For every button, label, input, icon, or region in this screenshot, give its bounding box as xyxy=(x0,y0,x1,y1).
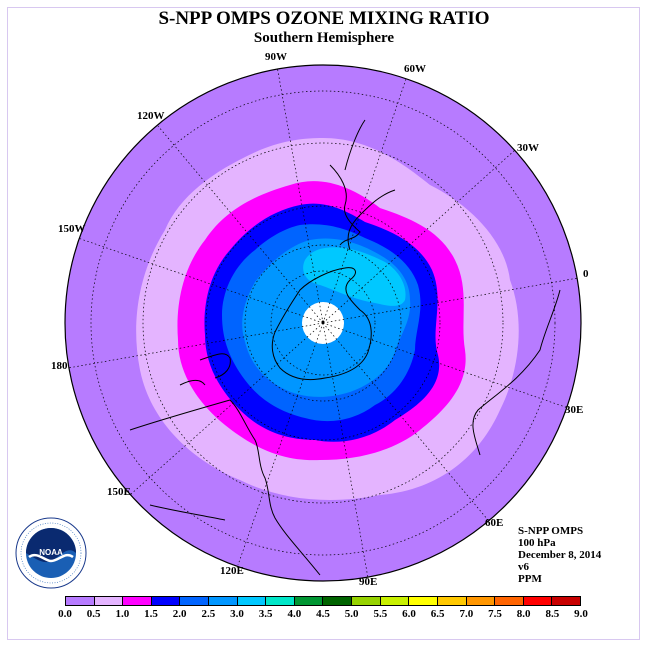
colorbar-segment-0 xyxy=(66,597,95,605)
colorbar-label-16: 8.0 xyxy=(516,608,531,620)
lon-label-90e: 90E xyxy=(359,576,378,588)
colorbar-segment-15 xyxy=(495,597,524,605)
colorbar-label-11: 5.5 xyxy=(373,608,388,620)
colorbar-label-18: 9.0 xyxy=(574,608,588,620)
colorbar-segment-3 xyxy=(151,597,181,605)
info-level: 100 hPa xyxy=(518,537,556,549)
info-instrument: S-NPP OMPS xyxy=(518,525,584,537)
colorbar-label-12: 6.0 xyxy=(402,608,416,620)
map-subtitle: Southern Hemisphere xyxy=(253,30,395,46)
map-info: S-NPP OMPS 100 hPa December 8, 2014 v6 P… xyxy=(518,525,601,585)
colorbar-label-17: 8.5 xyxy=(545,608,560,620)
colorbar-label-5: 2.5 xyxy=(201,608,216,620)
south-america-coast xyxy=(329,119,396,251)
colorbar-segment-9 xyxy=(323,597,353,605)
colorbar-segment-5 xyxy=(209,597,238,605)
coastlines xyxy=(129,119,561,576)
colorbar-label-9: 4.5 xyxy=(316,608,330,620)
colorbar-segment-10 xyxy=(352,597,381,605)
lon-label-30w: 30W xyxy=(517,142,539,154)
info-units: PPM xyxy=(518,573,542,585)
colorbar-label-8: 4.0 xyxy=(287,608,302,620)
info-version: v6 xyxy=(518,561,529,573)
map-title: S-NPP OMPS OZONE MIXING RATIO xyxy=(158,8,490,29)
lon-label-60w: 60W xyxy=(404,63,426,75)
colorbar-segment-8 xyxy=(294,597,324,605)
colorbar-segment-14 xyxy=(466,597,496,605)
lon-label-0: 0 xyxy=(583,268,589,280)
lon-label-120e: 120E xyxy=(220,565,244,577)
colorbar-label-2: 1.0 xyxy=(115,608,130,620)
colorbar-label-7: 3.5 xyxy=(258,608,273,620)
colorbar-label-1: 0.5 xyxy=(86,608,101,620)
colorbar-segment-12 xyxy=(409,597,438,605)
graticule xyxy=(67,65,579,579)
ozone-band-3.0-3.5 xyxy=(303,247,406,306)
pole-marker xyxy=(321,320,325,324)
figure-frame xyxy=(7,7,640,640)
colorbar-label-4: 2.0 xyxy=(172,608,187,620)
colorbar-label-0: 0.0 xyxy=(58,608,72,620)
new-zealand-coast xyxy=(179,353,231,386)
antarctica-coast xyxy=(271,267,372,381)
colorbar-segment-17 xyxy=(552,597,580,605)
lon-label-150e: 150E xyxy=(107,486,131,498)
colorbar-segment-6 xyxy=(237,597,267,605)
noaa-logo: NOAA xyxy=(15,517,87,589)
colorbar-label-3: 1.5 xyxy=(144,608,158,620)
lon-label-120w: 120W xyxy=(137,110,165,122)
colorbar-segment-11 xyxy=(380,597,410,605)
colorbar-label-15: 7.5 xyxy=(488,608,502,620)
colorbar xyxy=(65,596,581,606)
colorbar-segment-2 xyxy=(123,597,152,605)
globe-outline xyxy=(64,64,582,582)
lon-label-150w: 150W xyxy=(58,223,86,235)
colorbar-label-6: 3.0 xyxy=(230,608,244,620)
colorbar-label-13: 6.5 xyxy=(430,608,445,620)
colorbar-segment-13 xyxy=(437,597,467,605)
australia-coast xyxy=(129,399,321,576)
colorbar-labels: 0.0 0.5 1.0 1.5 2.0 2.5 3.0 3.5 4.0 4.5 5.0 5.5 6.0 6… xyxy=(58,608,588,622)
colorbar-segment-7 xyxy=(266,597,295,605)
colorbar-label-14: 7.0 xyxy=(459,608,474,620)
lon-label-90w: 90W xyxy=(265,51,287,63)
colorbar-segment-4 xyxy=(180,597,210,605)
info-date: December 8, 2014 xyxy=(518,549,602,561)
lon-label-180: 180 xyxy=(51,360,68,372)
lon-label-60e: 60E xyxy=(485,517,504,529)
svg-text:NOAA: NOAA xyxy=(39,548,63,557)
africa-coast xyxy=(472,289,561,456)
colorbar-segment-1 xyxy=(94,597,124,605)
colorbar-label-10: 5.0 xyxy=(344,608,359,620)
colorbar-segment-16 xyxy=(523,597,553,605)
lon-label-30e: 30E xyxy=(565,404,584,416)
